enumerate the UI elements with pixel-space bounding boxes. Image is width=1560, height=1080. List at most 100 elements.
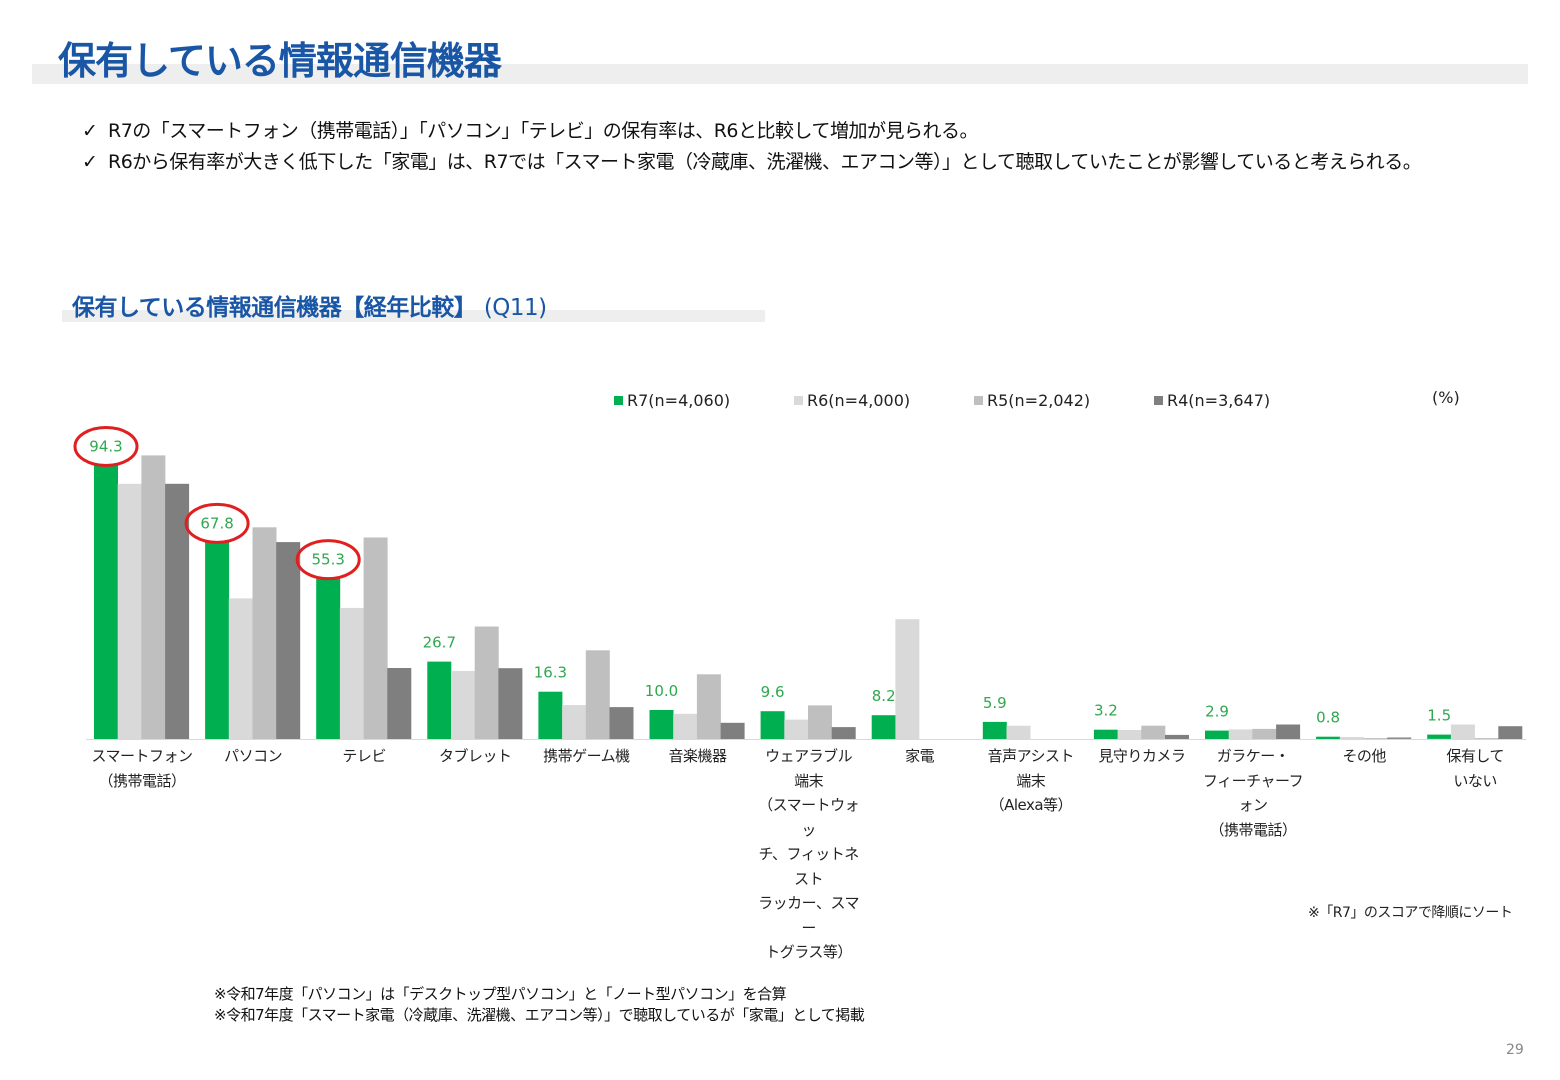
- category-label: ウェアラブル 端末 （スマートウォッ チ、フィットネスト ラッカー、スマー トグ…: [758, 747, 860, 961]
- bar: [316, 578, 341, 739]
- bar: [982, 721, 1007, 739]
- bar: [895, 619, 920, 739]
- bar: [784, 719, 809, 739]
- bar: [1427, 734, 1452, 739]
- bullet-text: R7の「スマートフォン（携帯電話）」「パソコン」「テレビ」の保有率は、R6と比較…: [108, 120, 978, 142]
- bar: [1165, 734, 1189, 739]
- bar: [117, 483, 142, 739]
- category-label: 音楽機器: [668, 747, 727, 765]
- bar: [1498, 726, 1523, 739]
- bullet-text: R6から保有率が大きく低下した「家電」は、R7では「スマート家電（冷蔵庫、洗濯機…: [108, 151, 1422, 173]
- data-label: 26.7: [423, 634, 456, 652]
- bar: [1387, 737, 1412, 739]
- bar: [363, 537, 388, 739]
- data-label: 10.0: [645, 682, 678, 700]
- bar: [1006, 725, 1031, 739]
- bar: [1339, 737, 1364, 739]
- bar: [585, 650, 610, 739]
- bar: [760, 711, 785, 739]
- bar: [649, 710, 674, 739]
- bar: [498, 668, 523, 739]
- data-label: 0.8: [1316, 709, 1340, 727]
- check-icon: ✓: [82, 120, 98, 142]
- question-number: (Q11): [483, 295, 547, 321]
- unit-label: (%): [1432, 388, 1460, 407]
- page-title: 保有している情報通信機器: [58, 39, 502, 83]
- bar: [696, 674, 721, 739]
- bar: [1205, 730, 1229, 739]
- check-icon: ✓: [82, 151, 98, 173]
- legend-swatch: [1154, 396, 1163, 405]
- section-title-text: 保有している情報通信機器【経年比較】: [72, 295, 477, 321]
- legend-item-r5: R5(n=2,042): [974, 391, 1090, 410]
- category-label: スマートフォン （携帯電話）: [91, 747, 193, 790]
- bar: [871, 715, 896, 739]
- bar: [1363, 738, 1388, 739]
- footnotes: ※令和7年度「パソコン」は「デスクトップ型パソコン」と「ノート型パソコン」を合算…: [214, 984, 865, 1026]
- bar: [387, 668, 412, 739]
- legend-swatch: [614, 396, 623, 405]
- category-label: 音声アシスト 端末 （Alexa等）: [987, 747, 1075, 814]
- bullet-item: ✓ R6から保有率が大きく低下した「家電」は、R7では「スマート家電（冷蔵庫、洗…: [82, 147, 1482, 178]
- legend-item-r7: R7(n=4,060): [614, 391, 730, 410]
- bar: [276, 542, 301, 739]
- bar: [474, 626, 499, 739]
- bar: [808, 705, 832, 739]
- page-number: 29: [1506, 1042, 1524, 1058]
- bar: [673, 713, 698, 739]
- data-label: 1.5: [1427, 707, 1451, 725]
- bar: [451, 670, 475, 739]
- bar: [609, 707, 634, 739]
- bar-chart: 94.3 67.8 55.3 26.7 16.3 10.0 9.6 8.2 5.9 3.2 2.9 0…: [73, 426, 1526, 740]
- data-label: 55.3: [311, 551, 344, 569]
- bar: [1117, 730, 1142, 739]
- bar: [228, 598, 253, 740]
- section-underline-band: [62, 310, 765, 322]
- title-underline-band: [32, 64, 1528, 84]
- highlight-circle: [295, 539, 361, 581]
- category-label: その他: [1342, 747, 1386, 765]
- bar: [1141, 725, 1166, 739]
- bar: [1093, 729, 1118, 739]
- highlight-circle: [73, 426, 139, 467]
- bar: [1450, 724, 1475, 739]
- legend-swatch: [794, 396, 803, 405]
- bar: [205, 542, 230, 739]
- bar: [1316, 736, 1341, 739]
- data-label: 9.6: [761, 683, 785, 701]
- bullet-item: ✓ R7の「スマートフォン（携帯電話）」「パソコン」「テレビ」の保有率は、R6と…: [82, 116, 1482, 147]
- category-label: テレビ: [342, 747, 386, 765]
- category-label: ガラケー・ フィーチャーフォン （携帯電話）: [1202, 747, 1304, 839]
- bar: [720, 722, 745, 739]
- category-label: タブレット: [439, 747, 512, 765]
- legend-item-r4: R4(n=3,647): [1154, 391, 1270, 410]
- category-label: 携帯ゲーム機: [543, 747, 630, 765]
- legend-label: R6(n=4,000): [807, 391, 911, 410]
- bar: [252, 527, 277, 739]
- bar: [94, 465, 118, 739]
- bar: [831, 727, 856, 739]
- highlight-circle: [184, 502, 250, 544]
- data-label: 5.9: [983, 694, 1007, 712]
- data-label: 2.9: [1205, 703, 1229, 721]
- summary-bullets: ✓ R7の「スマートフォン（携帯電話）」「パソコン」「テレビ」の保有率は、R6と…: [82, 116, 1482, 178]
- category-label: 見守りカメラ: [1098, 747, 1186, 765]
- legend-label: R7(n=4,060): [627, 391, 731, 410]
- section-title: 保有している情報通信機器【経年比較】 (Q11): [72, 288, 547, 322]
- bar: [562, 705, 587, 739]
- data-label: 16.3: [534, 664, 567, 682]
- category-label: 家電: [905, 747, 935, 765]
- bar: [427, 661, 452, 739]
- data-label: 8.2: [872, 687, 896, 705]
- data-label: 94.3: [89, 438, 122, 456]
- bar: [538, 691, 563, 739]
- legend-label: R4(n=3,647): [1167, 391, 1271, 410]
- bar: [1228, 729, 1253, 739]
- sort-note: ※「R7」のスコアで降順にソート: [1308, 905, 1513, 921]
- legend-label: R5(n=2,042): [987, 391, 1091, 410]
- footnote: ※令和7年度「パソコン」は「デスクトップ型パソコン」と「ノート型パソコン」を合算: [214, 985, 787, 1003]
- data-label: 67.8: [200, 514, 233, 532]
- category-label: パソコン: [224, 747, 283, 765]
- legend-swatch: [974, 396, 983, 405]
- bar: [141, 455, 166, 739]
